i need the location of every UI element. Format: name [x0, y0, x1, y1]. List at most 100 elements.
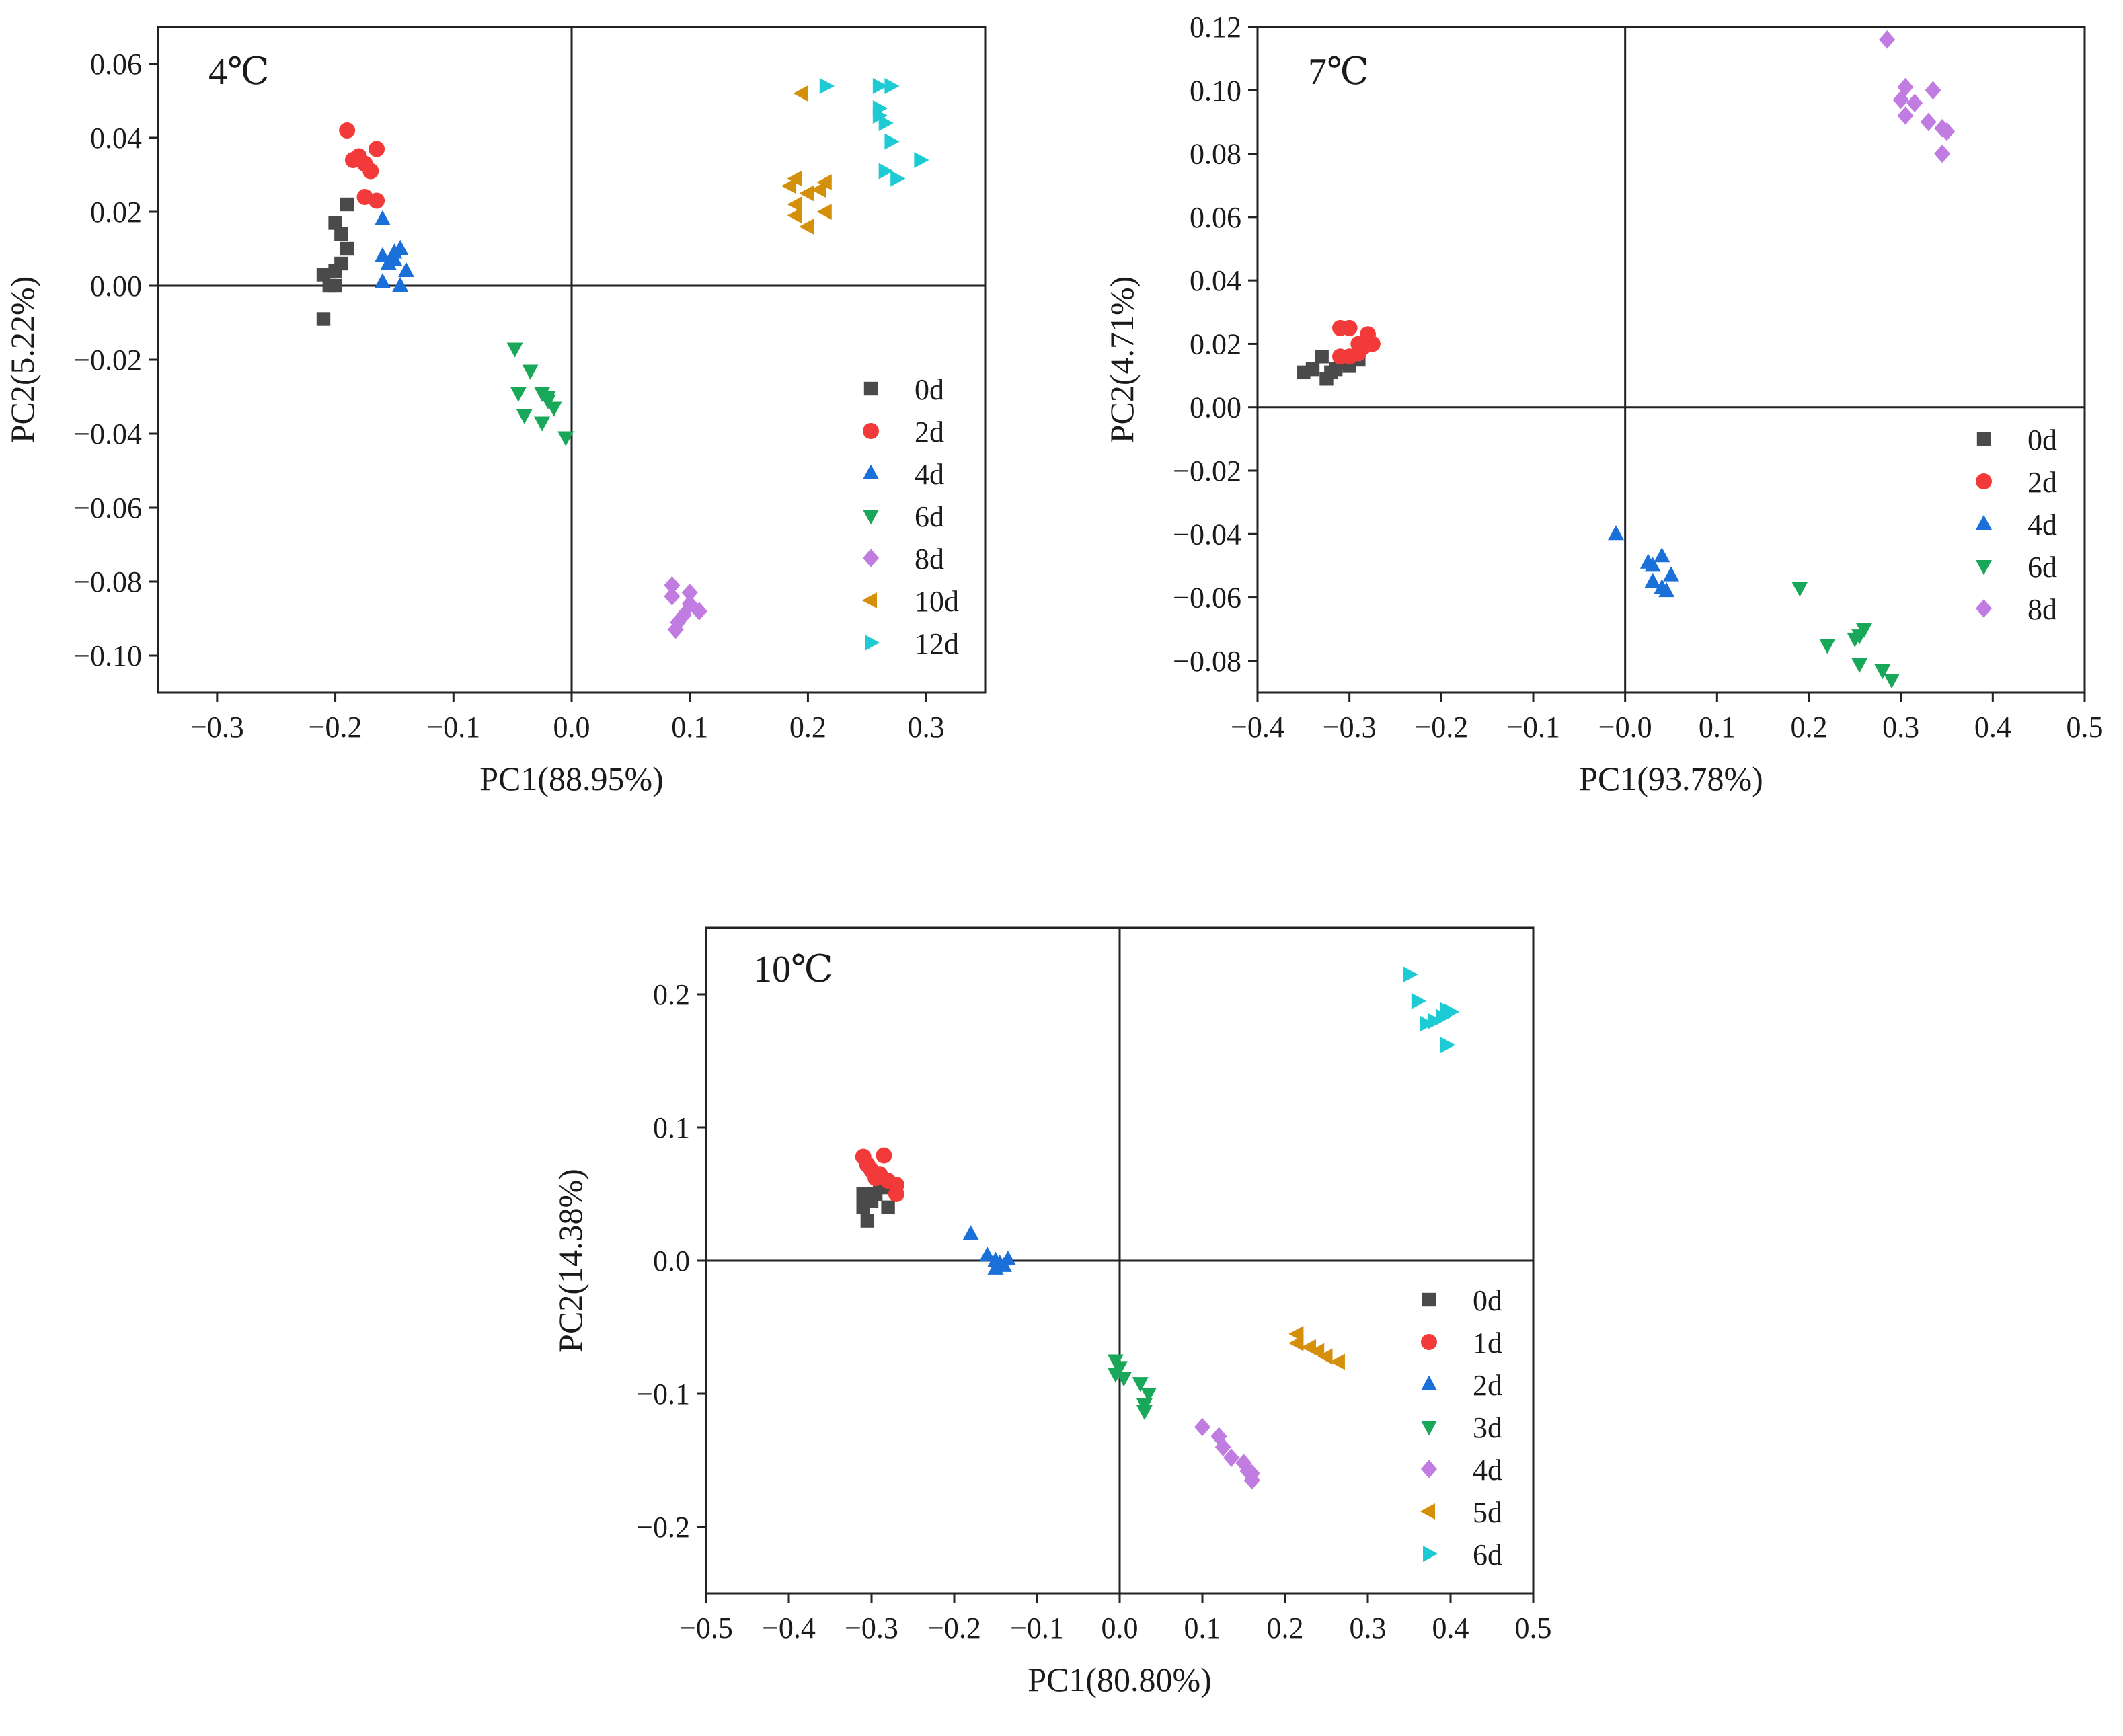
series-6d	[1403, 966, 1460, 1054]
y-tick-label: −0.04	[73, 418, 142, 450]
data-point-4d	[1608, 525, 1624, 541]
legend-marker-0d	[1976, 432, 1991, 446]
x-tick-label: −0.2	[309, 711, 362, 744]
data-point-6d	[522, 364, 539, 380]
x-tick-label: 0.3	[1350, 1612, 1387, 1645]
data-point-6d	[1403, 966, 1418, 983]
legend-label-4d: 4d	[915, 458, 944, 491]
data-point-0d	[1305, 362, 1320, 377]
series-3d	[1107, 1354, 1157, 1420]
data-point-6d	[1874, 664, 1891, 680]
data-point-4d	[392, 239, 409, 255]
legend-label-4d: 4d	[1473, 1454, 1502, 1487]
data-point-8d	[675, 605, 692, 625]
y-tick-label: 0.06	[90, 48, 142, 81]
data-point-10d	[793, 85, 808, 102]
legend-label-2d: 2d	[915, 416, 944, 448]
data-point-10d	[787, 196, 802, 212]
legend-marker-0d	[863, 381, 878, 396]
data-point-6d	[1791, 582, 1808, 597]
data-point-0d	[328, 278, 342, 293]
x-tick-label: 0.3	[908, 711, 945, 744]
y-tick-label: 0.00	[90, 270, 142, 303]
data-point-4d	[1644, 572, 1661, 588]
legend-label-6d: 6d	[915, 500, 944, 533]
data-point-12d	[914, 152, 929, 168]
legend-label-4d: 4d	[2028, 508, 2057, 541]
data-point-12d	[878, 115, 894, 131]
x-tick-label: 0.0	[553, 711, 590, 744]
data-point-8d	[664, 576, 681, 595]
x-tick-label: 0.4	[1974, 711, 2011, 744]
data-point-4d	[374, 210, 391, 225]
series-2d	[339, 122, 385, 209]
data-point-2d	[962, 1225, 979, 1240]
y-tick-label: −0.02	[73, 344, 142, 377]
legend: 0d 2d 4d 6d 8d	[1976, 424, 2057, 626]
data-point-6d	[506, 342, 523, 358]
y-tick-label: −0.08	[73, 565, 142, 598]
legend-marker-3d	[1421, 1421, 1437, 1436]
data-point-10d	[799, 219, 814, 235]
series-12d	[819, 78, 929, 187]
series-8d	[664, 576, 707, 639]
data-point-4d	[392, 276, 409, 292]
y-tick-label: −0.1	[636, 1378, 690, 1411]
data-point-12d	[819, 78, 835, 94]
data-point-4d	[1658, 582, 1675, 598]
x-tick-label: 0.4	[1432, 1612, 1469, 1645]
data-point-2d	[979, 1246, 996, 1262]
y-tick-label: 0.0	[653, 1245, 690, 1277]
data-point-8d	[1879, 30, 1896, 49]
data-point-0d	[316, 312, 331, 326]
legend-marker-4d	[863, 464, 879, 479]
data-point-6d	[1884, 674, 1900, 689]
data-point-8d	[670, 613, 687, 632]
legend-marker-2d	[1976, 473, 1992, 489]
legend-label-2d: 2d	[2028, 466, 2057, 499]
y-tick-label: −0.04	[1173, 518, 1241, 551]
data-point-3d	[1107, 1368, 1124, 1383]
y-tick-label: 0.02	[90, 196, 142, 229]
series-4d	[1608, 525, 1679, 598]
data-point-6d	[510, 387, 527, 402]
data-point-3d	[1132, 1377, 1149, 1392]
x-tick-label: −0.3	[190, 711, 244, 744]
data-point-6d	[1420, 1015, 1435, 1032]
x-tick-label: −0.4	[762, 1612, 816, 1645]
y-tick-label: 0.06	[1190, 201, 1241, 234]
data-point-12d	[878, 163, 894, 180]
series-2d	[1332, 319, 1381, 365]
data-point-5d	[1317, 1348, 1333, 1365]
data-point-4d	[386, 251, 403, 266]
data-point-8d	[1906, 93, 1923, 112]
data-point-0d	[340, 197, 354, 212]
legend-marker-6d	[1976, 560, 1992, 576]
data-point-8d	[1920, 112, 1937, 132]
series-4d	[1194, 1417, 1260, 1490]
y-tick-label: −0.06	[1173, 582, 1241, 615]
y-tick-label: −0.02	[1173, 455, 1241, 487]
legend-marker-12d	[865, 635, 880, 651]
data-point-0d	[334, 256, 348, 271]
y-tick-label: −0.06	[73, 491, 142, 524]
legend-marker-8d	[863, 549, 879, 567]
panel-7c: −0.4 −0.3 −0.2 −0.1 −0.0 0.1 0.2 0.3 0.4 0.5 −0.08…	[1103, 11, 2103, 797]
legend-marker-5d	[1420, 1503, 1435, 1520]
y-tick-label: 0.12	[1190, 11, 1241, 44]
legend-label-8d: 8d	[915, 543, 944, 576]
x-tick-label: 0.5	[2067, 711, 2103, 744]
data-point-4d	[1644, 557, 1661, 572]
data-point-2d	[369, 192, 385, 209]
x-tick-label: 0.2	[789, 711, 826, 744]
x-axis-title: PC1(88.95%)	[479, 760, 664, 797]
series-5d	[1288, 1325, 1345, 1370]
x-tick-label: 0.2	[1791, 711, 1828, 744]
y-axis-title: PC2(4.71%)	[1103, 276, 1141, 444]
legend-label-3d: 3d	[1473, 1411, 1502, 1444]
y-tick-label: −0.10	[73, 639, 142, 672]
data-point-6d	[539, 391, 556, 406]
legend-label-0d: 0d	[915, 373, 944, 406]
legend-label-2d: 2d	[1473, 1369, 1502, 1402]
series-1d	[855, 1147, 904, 1202]
